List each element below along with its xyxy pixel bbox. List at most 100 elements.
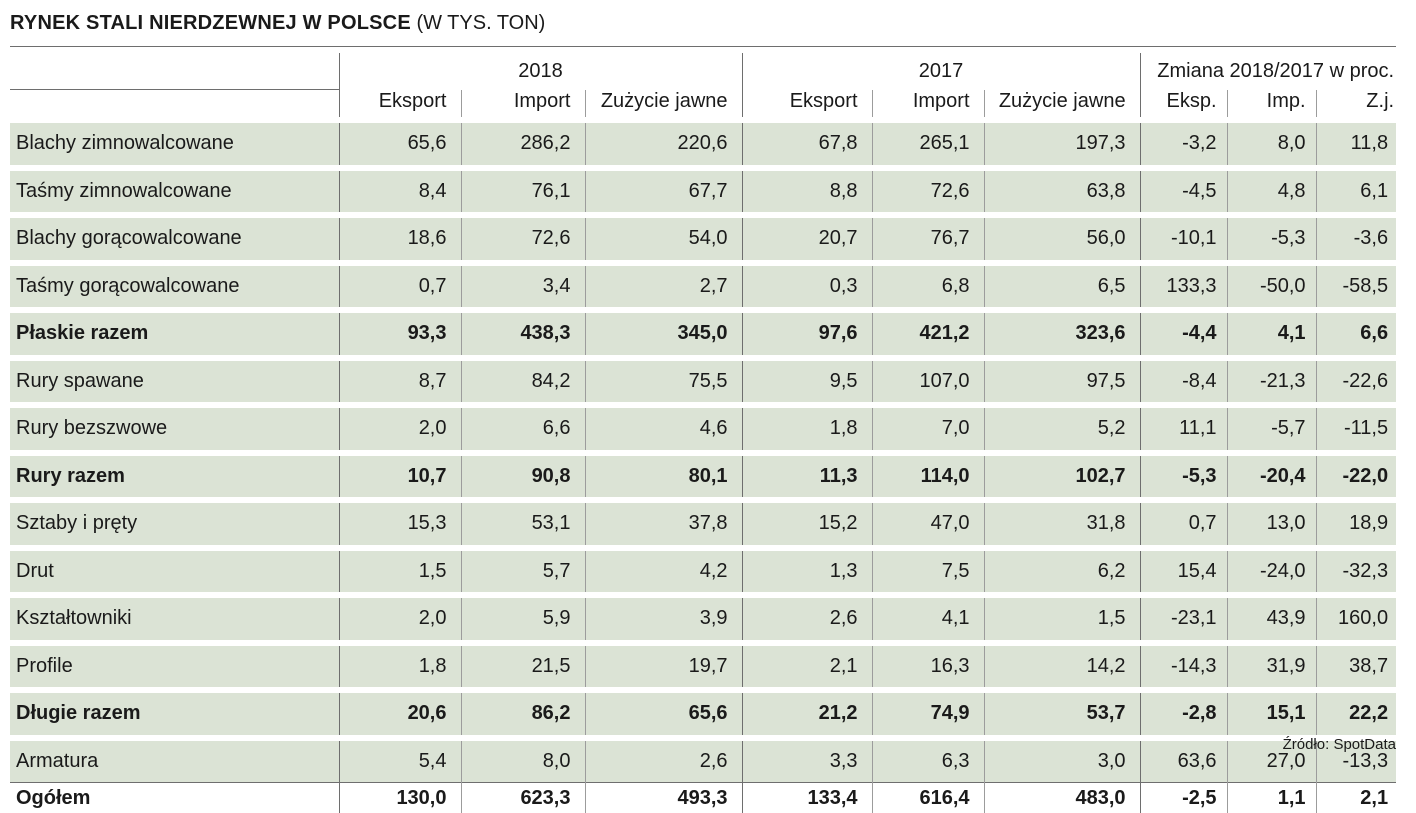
group-header-change: Zmiana 2018/2017 w proc. <box>1140 53 1396 90</box>
table-cell: 72,6 <box>461 215 585 263</box>
table-cell: -4,4 <box>1140 310 1227 358</box>
table-cell: 63,8 <box>984 168 1140 216</box>
row-label: Sztaby i pręty <box>10 500 339 548</box>
row-label: Płaskie razem <box>10 310 339 358</box>
row-label: Armatura <box>10 738 339 783</box>
column-header: Zużycie jawne <box>984 90 1140 121</box>
column-header-row: Eksport Import Zużycie jawne Eksport Imp… <box>10 90 1396 121</box>
table-cell: 6,6 <box>461 405 585 453</box>
column-header: Eksport <box>742 90 872 121</box>
table-cell: 3,0 <box>984 738 1140 783</box>
table-cell: 2,0 <box>339 595 461 643</box>
total-cell: 1,1 <box>1227 783 1316 813</box>
table-cell: 11,1 <box>1140 405 1227 453</box>
table-cell: 15,4 <box>1140 548 1227 596</box>
column-header: Eksport <box>339 90 461 121</box>
table-cell: 7,5 <box>872 548 984 596</box>
total-cell: 2,1 <box>1316 783 1396 813</box>
table-cell: 15,2 <box>742 500 872 548</box>
table-cell: 13,0 <box>1227 500 1316 548</box>
table-cell: 22,2 <box>1316 690 1396 738</box>
table-cell: 31,9 <box>1227 643 1316 691</box>
column-header: Eksp. <box>1140 90 1227 121</box>
row-label: Blachy gorącowalcowane <box>10 215 339 263</box>
table-cell: 1,5 <box>339 548 461 596</box>
header-stub <box>10 53 339 90</box>
table-cell: 5,2 <box>984 405 1140 453</box>
table-cell: 18,6 <box>339 215 461 263</box>
table-cell: 160,0 <box>1316 595 1396 643</box>
table-cell: 47,0 <box>872 500 984 548</box>
column-header: Z.j. <box>1316 90 1396 121</box>
table-cell: 4,1 <box>872 595 984 643</box>
table-cell: 20,6 <box>339 690 461 738</box>
table-cell: -3,6 <box>1316 215 1396 263</box>
table-cell: 14,2 <box>984 643 1140 691</box>
table-cell: 2,1 <box>742 643 872 691</box>
top-rule <box>10 46 1396 47</box>
table-cell: 74,9 <box>872 690 984 738</box>
table-cell: 4,6 <box>585 405 742 453</box>
row-label: Rury spawane <box>10 358 339 406</box>
table-cell: 5,7 <box>461 548 585 596</box>
total-cell: 133,4 <box>742 783 872 813</box>
table-cell: 2,6 <box>742 595 872 643</box>
table-cell: 1,8 <box>339 643 461 691</box>
table-cell: 0,3 <box>742 263 872 311</box>
table-cell: 421,2 <box>872 310 984 358</box>
table-cell: 6,6 <box>1316 310 1396 358</box>
table-cell: -24,0 <box>1227 548 1316 596</box>
table-cell: -50,0 <box>1227 263 1316 311</box>
table-cell: 18,9 <box>1316 500 1396 548</box>
table-cell: 345,0 <box>585 310 742 358</box>
table-cell: 1,5 <box>984 595 1140 643</box>
table-cell: -4,5 <box>1140 168 1227 216</box>
total-cell: 616,4 <box>872 783 984 813</box>
table-cell: -10,1 <box>1140 215 1227 263</box>
table-cell: -5,3 <box>1140 453 1227 501</box>
table-cell: -8,4 <box>1140 358 1227 406</box>
table-cell: -5,3 <box>1227 215 1316 263</box>
table-cell: 67,8 <box>742 120 872 168</box>
table-cell: 6,8 <box>872 263 984 311</box>
table-cell: 133,3 <box>1140 263 1227 311</box>
table-cell: 54,0 <box>585 215 742 263</box>
group-header-2018: 2018 <box>339 53 742 90</box>
row-label: Rury razem <box>10 453 339 501</box>
table-cell: -5,7 <box>1227 405 1316 453</box>
row-label: Rury bezszwowe <box>10 405 339 453</box>
table-cell: 6,2 <box>984 548 1140 596</box>
table-cell: 4,2 <box>585 548 742 596</box>
table-cell: 20,7 <box>742 215 872 263</box>
table-cell: 2,7 <box>585 263 742 311</box>
table-cell: 16,3 <box>872 643 984 691</box>
data-table: 2018 2017 Zmiana 2018/2017 w proc. Ekspo… <box>10 53 1396 813</box>
total-cell: 130,0 <box>339 783 461 813</box>
table-cell: 2,0 <box>339 405 461 453</box>
table-cell: 65,6 <box>339 120 461 168</box>
table-cell: 86,2 <box>461 690 585 738</box>
table-cell: 72,6 <box>872 168 984 216</box>
row-label: Profile <box>10 643 339 691</box>
table-cell: -22,6 <box>1316 358 1396 406</box>
table-cell: 6,5 <box>984 263 1140 311</box>
table-cell: -23,1 <box>1140 595 1227 643</box>
table-cell: 3,4 <box>461 263 585 311</box>
table-cell: 97,6 <box>742 310 872 358</box>
table-cell: 6,3 <box>872 738 984 783</box>
table-cell: 90,8 <box>461 453 585 501</box>
chart-title: RYNEK STALI NIERDZEWNEJ W POLSCE (W TYS.… <box>10 10 545 36</box>
table-cell: 8,7 <box>339 358 461 406</box>
row-label: Taśmy zimnowalcowane <box>10 168 339 216</box>
total-cell: 483,0 <box>984 783 1140 813</box>
row-label: Drut <box>10 548 339 596</box>
table-cell: 286,2 <box>461 120 585 168</box>
table-cell: 21,2 <box>742 690 872 738</box>
